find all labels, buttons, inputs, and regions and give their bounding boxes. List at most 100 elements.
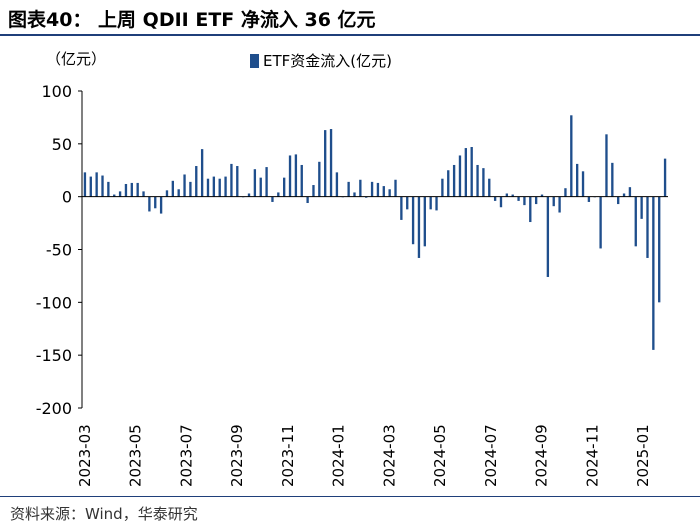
bar <box>534 196 538 205</box>
bar <box>652 196 655 350</box>
bar <box>218 178 221 197</box>
bar <box>142 191 145 197</box>
bar <box>247 193 251 197</box>
bar <box>482 168 485 197</box>
bar <box>89 176 92 197</box>
bar <box>617 196 620 205</box>
legend-label: ETF资金流入(亿元) <box>263 52 392 70</box>
bar <box>470 147 473 197</box>
bar <box>224 176 227 197</box>
bar <box>476 164 479 197</box>
x-tick-label: 2023-07 <box>177 424 195 487</box>
bar <box>429 196 432 210</box>
bar <box>165 190 169 197</box>
bar <box>259 177 262 197</box>
bar <box>124 183 128 197</box>
bar <box>417 196 421 258</box>
bar <box>200 149 204 197</box>
bar <box>599 196 602 249</box>
x-tick-label: 2023-11 <box>279 424 297 487</box>
bar <box>628 187 632 197</box>
bar <box>283 177 286 197</box>
bar <box>294 154 298 197</box>
bar <box>271 196 274 202</box>
bar <box>212 176 216 197</box>
bar <box>570 115 573 197</box>
x-tick-label: 2024-05 <box>431 424 449 487</box>
bar <box>423 196 426 247</box>
bar <box>511 194 514 197</box>
bar <box>523 196 526 206</box>
bar <box>376 182 380 197</box>
bar <box>640 196 643 219</box>
x-tick-label: 2024-07 <box>482 424 500 487</box>
bar <box>576 163 579 197</box>
y-tick-label: 50 <box>52 135 72 154</box>
y-tick-label: -150 <box>36 346 72 365</box>
bar <box>195 166 198 197</box>
bar <box>634 196 637 247</box>
bar <box>159 196 163 214</box>
y-tick-label: -200 <box>36 399 72 418</box>
bar <box>558 196 561 213</box>
bar <box>324 130 327 197</box>
bar <box>189 181 192 197</box>
y-tick-label: 100 <box>41 82 72 101</box>
bar <box>365 196 368 198</box>
bar <box>529 196 532 223</box>
bar <box>95 172 98 197</box>
bar <box>505 193 509 197</box>
bar <box>83 172 87 197</box>
bar <box>658 196 661 303</box>
bar <box>587 196 591 202</box>
bar <box>277 192 280 197</box>
bar <box>458 155 462 197</box>
bar <box>622 193 626 197</box>
x-tick-label: 2023-09 <box>228 424 246 487</box>
bar <box>581 171 585 197</box>
bar <box>452 164 456 197</box>
y-tick-label: -100 <box>36 293 72 312</box>
bar <box>329 129 333 197</box>
x-tick-label: 2024-01 <box>330 424 348 487</box>
bar <box>447 170 450 197</box>
bar <box>154 196 157 209</box>
bar <box>130 182 133 197</box>
bar <box>370 181 374 197</box>
bar <box>148 196 151 212</box>
bar <box>646 196 649 258</box>
bar <box>382 186 385 197</box>
bar <box>183 174 186 197</box>
bar <box>499 196 503 208</box>
bar <box>400 196 403 220</box>
bar <box>540 194 544 197</box>
bar <box>300 164 303 197</box>
bar <box>464 148 467 197</box>
bar <box>406 196 409 210</box>
y-tick-label: 0 <box>62 188 72 207</box>
bar <box>359 179 362 197</box>
bar <box>206 178 210 197</box>
bar <box>118 191 122 197</box>
bar <box>101 175 104 197</box>
bar <box>265 167 268 197</box>
bar <box>335 172 339 197</box>
bar <box>171 180 174 197</box>
bar <box>663 158 667 197</box>
bar <box>411 196 415 245</box>
chart-title: 图表40： 上周 QDII ETF 净流入 36 亿元 <box>8 9 376 31</box>
bar <box>312 185 315 197</box>
bar <box>546 196 550 277</box>
title-bar: 图表40： 上周 QDII ETF 净流入 36 亿元 <box>0 0 700 34</box>
y-tick-label: -50 <box>46 241 72 260</box>
legend-swatch <box>250 53 259 68</box>
source-note: 资料来源：Wind，华泰研究 <box>10 505 198 523</box>
bar <box>394 179 397 197</box>
bar <box>488 178 491 197</box>
bar <box>564 188 567 197</box>
bar <box>517 196 520 201</box>
x-tick-label: 2023-05 <box>127 424 145 487</box>
bar <box>388 189 391 197</box>
bar <box>136 182 139 197</box>
